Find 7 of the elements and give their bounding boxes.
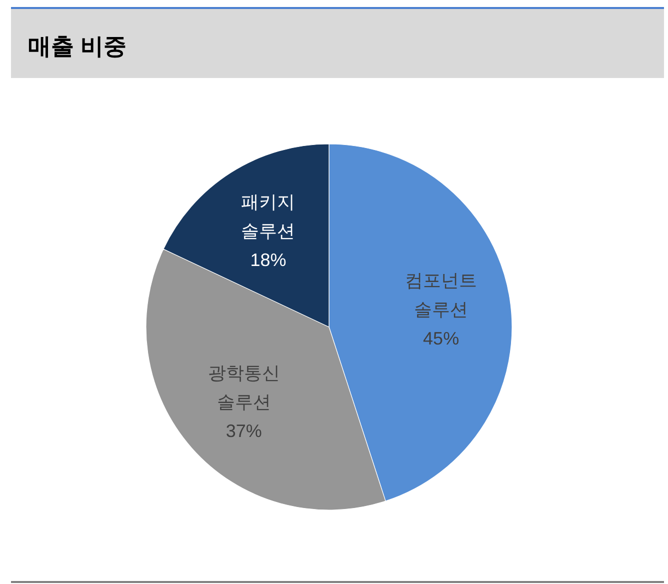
data-label: 18% bbox=[250, 250, 286, 270]
data-label: 45% bbox=[423, 328, 460, 348]
chart-title: 매출 비중 bbox=[28, 33, 126, 59]
data-label: 37% bbox=[226, 421, 262, 442]
slice-label: 광학통신 솔루션 bbox=[208, 363, 280, 412]
slice-label: 컴포넌트 솔루션 bbox=[405, 270, 478, 320]
slice-label: 패키지 솔루션 bbox=[241, 192, 296, 242]
